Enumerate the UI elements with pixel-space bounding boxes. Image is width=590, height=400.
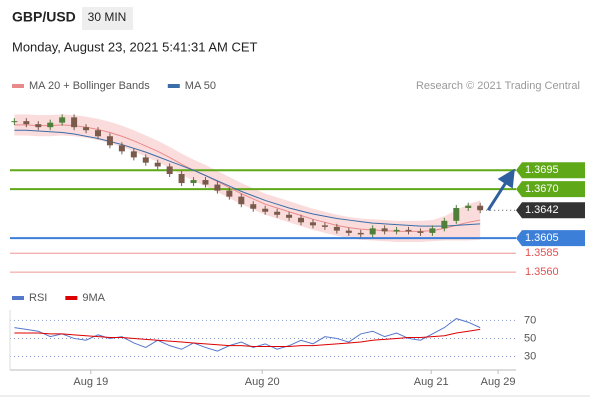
level-label: 1.3605: [525, 232, 559, 244]
candle: [59, 117, 66, 123]
candle: [130, 151, 137, 158]
legend-swatch: [65, 296, 78, 300]
level-label: 1.3695: [525, 164, 559, 176]
x-tick-label: Aug 29: [481, 376, 516, 388]
candle: [106, 136, 113, 146]
candle: [453, 207, 460, 221]
candle: [262, 208, 269, 212]
candle: [298, 217, 305, 223]
legend-swatch: [12, 296, 24, 300]
legend-swatch: [167, 84, 180, 88]
legend-label: 9MA: [82, 292, 105, 304]
candle: [71, 117, 78, 128]
x-tick-label: Aug 21: [414, 376, 449, 388]
y-tick-label: 30: [524, 350, 536, 362]
candle: [142, 157, 149, 163]
rsi-line: [14, 328, 481, 348]
candle: [345, 230, 352, 233]
x-tick-label: Aug 20: [245, 376, 280, 388]
candle: [118, 145, 125, 152]
candle: [178, 174, 185, 184]
candle: [417, 231, 424, 233]
candle: [309, 222, 316, 226]
candle: [202, 180, 209, 185]
legend-label: MA 50: [185, 80, 216, 92]
candle: [23, 121, 30, 125]
candle: [405, 229, 412, 232]
candle: [357, 232, 364, 235]
candle: [393, 229, 400, 232]
candle: [441, 220, 448, 229]
y-tick-label: 50: [524, 332, 536, 344]
ma-line: [14, 124, 481, 232]
candle: [274, 211, 281, 215]
candle: [35, 124, 42, 128]
forecast-arrow: [486, 168, 515, 212]
timeframe: 30 MIN: [88, 10, 127, 24]
candle: [381, 228, 388, 232]
bollinger-band: [14, 114, 481, 242]
last-price-label: 1.3642: [525, 204, 559, 216]
candle: [154, 162, 161, 167]
candle: [465, 205, 472, 208]
last-price-box: [516, 202, 585, 219]
candle: [429, 228, 436, 233]
candle: [83, 127, 90, 131]
legend-swatch: [12, 84, 24, 88]
legend-label: RSI: [29, 292, 47, 304]
candle: [321, 225, 328, 227]
rsi-line: [14, 318, 481, 352]
candle: [94, 130, 101, 137]
source: Research © 2021 Trading Central: [416, 80, 580, 92]
level-box: [516, 230, 585, 247]
candle: [369, 228, 376, 235]
y-tick-label: 70: [524, 314, 536, 326]
candle: [214, 184, 221, 191]
x-tick-label: Aug 19: [73, 376, 108, 388]
ma-line: [14, 129, 481, 227]
candle: [238, 196, 245, 205]
candle: [333, 226, 340, 231]
legend-label: MA 20 + Bollinger Bands: [29, 80, 150, 92]
candle: [190, 180, 197, 184]
candle: [166, 166, 173, 174]
level-box: [516, 162, 585, 179]
candle: [286, 214, 293, 218]
level-label: 1.3585: [525, 247, 559, 259]
candle: [47, 122, 54, 128]
candle: [226, 190, 233, 197]
datetime: Monday, August 23, 2021 5:41:31 AM CET: [12, 39, 258, 54]
level-label: 1.3670: [525, 183, 559, 195]
candle: [11, 121, 18, 123]
candle: [250, 204, 257, 209]
pair: GBP/USD: [12, 9, 76, 25]
timeframe-box: [82, 7, 133, 30]
level-box: [516, 181, 585, 198]
level-label: 1.3560: [525, 266, 559, 278]
candle: [477, 205, 484, 211]
